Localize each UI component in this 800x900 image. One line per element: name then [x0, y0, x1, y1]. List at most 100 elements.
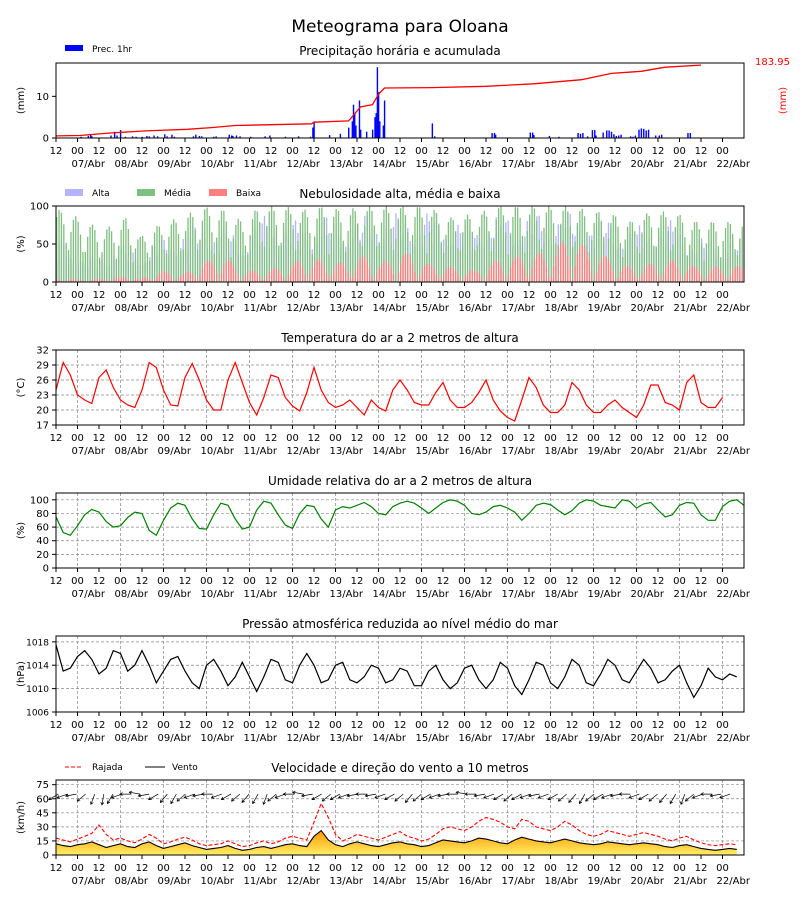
- cloud-bar-media: [122, 220, 125, 282]
- cloud-bar-baixa: [333, 270, 335, 282]
- cloud-bar-media: [204, 209, 206, 282]
- x-day-label: 21/Abr: [674, 303, 708, 314]
- x-day-label: 17/Abr: [502, 589, 536, 600]
- cloud-bar-baixa: [268, 272, 270, 282]
- x-day-label: 21/Abr: [674, 159, 708, 170]
- x-day-label: 08/Abr: [115, 159, 149, 170]
- x-day-label: 14/Abr: [373, 446, 407, 457]
- x-tick-label: 12: [609, 720, 622, 731]
- wind-direction-arrow: [355, 792, 367, 796]
- cloud-bar-media: [357, 223, 359, 282]
- y-tick-label: 0: [43, 134, 49, 145]
- wind-direction-arrow: [176, 793, 186, 802]
- cloud-bar-media: [648, 215, 650, 282]
- cloud-bar-baixa: [416, 280, 419, 282]
- cloud-bar-baixa: [562, 242, 564, 282]
- x-tick-label: 12: [136, 720, 149, 731]
- cloud-bar-media: [58, 209, 60, 282]
- wind-direction-arrow: [473, 793, 486, 798]
- panels: 0 10 (mm) Precipitação horária e acumulada 1…: [16, 44, 790, 887]
- cloud-bar-media: [681, 222, 684, 282]
- cloud-bar-media: [641, 234, 643, 282]
- x-tick-label: 00: [587, 290, 600, 301]
- x-day-label: 07/Abr: [72, 446, 106, 457]
- x-tick-label: 00: [71, 576, 84, 587]
- x-tick-label: 00: [716, 576, 729, 587]
- x-day-label: 17/Abr: [502, 733, 536, 744]
- cloud-bar-baixa: [134, 279, 137, 282]
- precip-bar: [119, 130, 122, 138]
- cloud-bar-baixa: [158, 274, 161, 282]
- x-tick-label: 00: [114, 290, 127, 301]
- legend-label-prec: Prec. 1hr: [92, 45, 132, 55]
- cloud-bar-baixa: [352, 278, 354, 282]
- wind-direction-arrow: [420, 793, 431, 800]
- cloud-bar-baixa: [110, 280, 113, 282]
- x-tick-label: 12: [394, 720, 407, 731]
- cloud-bar-media: [218, 220, 220, 282]
- x-tick-label: 12: [609, 290, 622, 301]
- x-day-label: 22/Abr: [717, 446, 751, 457]
- cloud-bar-media: [574, 241, 576, 282]
- cloud-bar-media: [667, 231, 669, 282]
- x-tick-label: 12: [222, 720, 235, 731]
- cloud-bar-media: [163, 249, 165, 282]
- x-day-label: 20/Abr: [631, 446, 665, 457]
- x-day-label: 18/Abr: [545, 303, 579, 314]
- cloud-bar-baixa: [624, 265, 626, 282]
- cloud-bar-media: [278, 245, 280, 282]
- cloud-bar-baixa: [404, 253, 407, 282]
- cloud-bar-media: [137, 239, 139, 282]
- cloud-bar-media: [545, 212, 548, 282]
- cloud-bar-media: [722, 240, 724, 282]
- cloud-bar-media: [94, 230, 96, 282]
- cloud-bar-baixa: [445, 269, 447, 282]
- precip-bar: [658, 135, 660, 138]
- cloud-bar-media: [330, 232, 333, 282]
- wind-direction-arrow: [412, 793, 422, 802]
- panel-title: Nebulosidade alta, média e baixa: [299, 187, 500, 201]
- cloud-bar-baixa: [335, 265, 337, 282]
- cloud-bar-media: [173, 219, 175, 282]
- wind-direction-arrow: [210, 793, 222, 799]
- cloud-bar-baixa: [505, 280, 507, 282]
- cloud-bar-media: [201, 220, 204, 282]
- x-tick-label: 00: [372, 863, 385, 874]
- wind-direction-arrow: [148, 793, 159, 800]
- cloud-bar-media: [323, 217, 325, 282]
- cloud-bar-baixa: [512, 261, 514, 282]
- y-tick-label: 1018: [26, 638, 49, 648]
- x-tick-label: 12: [566, 433, 579, 444]
- cloud-bar-baixa: [371, 276, 373, 282]
- x-tick-label: 12: [695, 290, 708, 301]
- x-tick-label: 12: [609, 863, 622, 874]
- cloud-bar-baixa: [223, 265, 225, 282]
- x-tick-label: 12: [394, 863, 407, 874]
- cloud-bar-media: [708, 229, 710, 282]
- precip-bar: [90, 134, 92, 138]
- cloud-bar-media: [182, 249, 184, 282]
- cloud-bar-baixa: [354, 270, 356, 282]
- x-day-label: 13/Abr: [330, 733, 364, 744]
- cloud-bar-media: [91, 224, 94, 282]
- cloud-bar-media: [161, 234, 163, 282]
- cloud-bar-media: [521, 235, 524, 282]
- precip-bar: [124, 136, 127, 138]
- cloud-bar-baixa: [669, 260, 672, 282]
- x-tick-label: 00: [243, 433, 256, 444]
- x-day-label: 09/Abr: [158, 733, 192, 744]
- cloud-bar-baixa: [232, 264, 235, 282]
- cloud-bar-media: [364, 225, 366, 282]
- cloud-bar-media: [309, 233, 311, 282]
- cloud-bar-media: [459, 250, 462, 282]
- x-day-label: 12/Abr: [287, 303, 321, 314]
- cloud-bar-baixa: [466, 273, 469, 282]
- x-tick-label: 12: [652, 863, 665, 874]
- cloud-bar-baixa: [278, 270, 280, 282]
- cloud-bar-baixa: [588, 259, 591, 282]
- cloud-bar-media: [390, 228, 392, 282]
- cloud-bar-baixa: [373, 279, 376, 282]
- x-tick-label: 00: [673, 290, 686, 301]
- cloud-bar-media: [282, 222, 285, 282]
- cloud-bar-baixa: [199, 274, 201, 282]
